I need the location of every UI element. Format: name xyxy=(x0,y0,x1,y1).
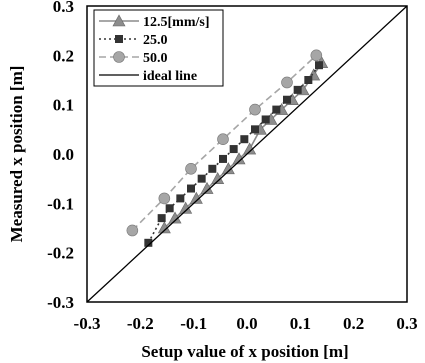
data-point xyxy=(185,163,197,175)
data-point xyxy=(229,145,238,154)
series-2 xyxy=(126,49,323,237)
legend-label: 12.5[mm/s] xyxy=(143,15,210,30)
data-point xyxy=(293,85,302,94)
y-tick-label: 0.2 xyxy=(53,46,74,65)
y-axis-ticks: -0.3 -0.2 -0.1 0.0 0.1 0.2 0.3 xyxy=(47,0,74,312)
x-tick-label: 0.2 xyxy=(343,314,364,333)
legend-item: 12.5[mm/s] xyxy=(99,14,210,30)
y-tick-label: 0.1 xyxy=(53,96,74,115)
y-axis-title: Measured x position [m] xyxy=(7,66,26,243)
legend: 12.5[mm/s] 25.0 50.0 ideal line xyxy=(93,9,224,87)
x-axis-ticks: -0.3 -0.2 -0.1 0.0 0.1 0.2 0.3 xyxy=(74,314,418,333)
y-tick-label: -0.1 xyxy=(47,194,74,213)
data-point xyxy=(272,105,281,114)
y-tick-label: 0.3 xyxy=(53,0,74,16)
data-point xyxy=(144,238,153,247)
data-point xyxy=(217,133,229,145)
data-point xyxy=(251,125,259,134)
data-point xyxy=(219,154,227,163)
plot-area-frame xyxy=(86,5,408,303)
y-tick-label: -0.3 xyxy=(47,293,74,312)
y-tick-label: 0.0 xyxy=(53,145,74,164)
legend-item: 50.0 xyxy=(99,51,168,66)
data-point xyxy=(126,224,139,237)
data-point xyxy=(249,103,261,116)
data-point xyxy=(310,49,323,62)
data-point xyxy=(315,61,323,70)
data-point xyxy=(240,135,249,144)
data-point xyxy=(176,194,185,203)
series-line xyxy=(86,5,408,303)
legend-marker xyxy=(115,35,123,43)
x-axis-title: Setup value of x position [m] xyxy=(141,342,348,361)
x-tick-label: 0.1 xyxy=(290,314,311,333)
data-point xyxy=(283,95,291,104)
y-tick-label: -0.2 xyxy=(47,244,74,263)
data-point xyxy=(158,192,171,205)
legend-label: ideal line xyxy=(143,69,197,84)
data-point xyxy=(187,184,195,193)
data-point xyxy=(208,164,217,173)
legend-label: 25.0 xyxy=(143,33,168,48)
series-1 xyxy=(144,61,323,247)
x-tick-label: 0.0 xyxy=(236,314,257,333)
data-point xyxy=(165,204,174,213)
x-tick-label: -0.3 xyxy=(74,314,101,333)
x-tick-label: 0.3 xyxy=(396,314,417,333)
legend-item: ideal line xyxy=(99,69,197,84)
data-point xyxy=(304,76,313,84)
legend-label: 50.0 xyxy=(143,51,168,66)
data-point xyxy=(157,214,166,223)
x-tick-label: -0.1 xyxy=(180,314,207,333)
data-point xyxy=(261,115,270,124)
series-layer xyxy=(86,5,408,303)
legend-marker xyxy=(112,14,126,27)
x-tick-label: -0.2 xyxy=(127,314,154,333)
legend-marker xyxy=(113,51,125,63)
series-3 xyxy=(86,5,408,303)
data-point xyxy=(281,76,293,89)
legend-item: 25.0 xyxy=(99,33,168,48)
data-point xyxy=(197,174,206,183)
